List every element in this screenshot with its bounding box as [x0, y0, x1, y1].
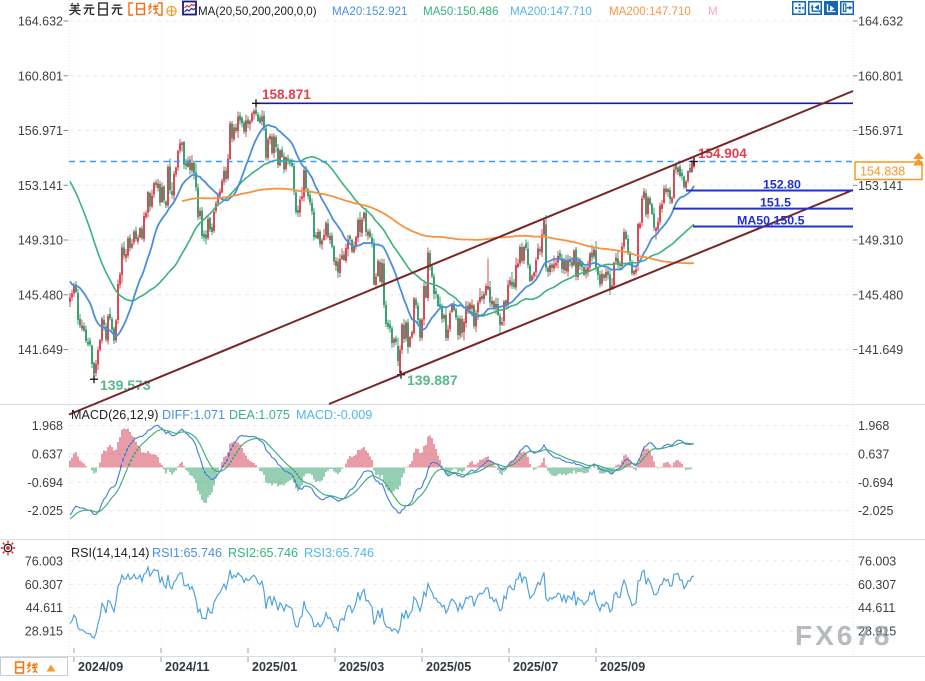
svg-text:160.801: 160.801	[858, 69, 903, 83]
svg-text:28.915: 28.915	[25, 625, 63, 639]
svg-text:1.968: 1.968	[858, 419, 889, 433]
svg-text:44.611: 44.611	[858, 601, 895, 615]
svg-text:158.871: 158.871	[262, 87, 311, 102]
svg-text:2025/05: 2025/05	[426, 660, 471, 674]
svg-text:RSI3:65.746: RSI3:65.746	[304, 546, 374, 560]
svg-text:MACD:-0.009: MACD:-0.009	[296, 408, 372, 422]
svg-text:164.632: 164.632	[858, 15, 903, 29]
svg-text:152.80: 152.80	[763, 178, 801, 192]
svg-text:MACD(26,12,9): MACD(26,12,9)	[71, 408, 159, 422]
svg-text:-0.694: -0.694	[28, 476, 63, 490]
svg-text:2025/07: 2025/07	[513, 660, 558, 674]
svg-text:153.141: 153.141	[18, 179, 63, 193]
svg-text:156.971: 156.971	[18, 124, 63, 138]
svg-text:28.915: 28.915	[858, 625, 896, 639]
svg-text:149.310: 149.310	[858, 234, 903, 248]
svg-text:149.310: 149.310	[18, 234, 63, 248]
svg-text:60.307: 60.307	[25, 578, 63, 592]
svg-text:2025/01: 2025/01	[252, 660, 297, 674]
svg-text:2025/03: 2025/03	[339, 660, 384, 674]
svg-text:MA50,150.5: MA50,150.5	[737, 214, 805, 228]
svg-text:2024/09: 2024/09	[78, 660, 123, 674]
svg-text:MA200:147.710: MA200:147.710	[510, 5, 592, 18]
svg-text:1.968: 1.968	[32, 419, 63, 433]
svg-text:-2.025: -2.025	[28, 504, 63, 518]
svg-text:76.003: 76.003	[25, 555, 63, 569]
svg-text:2025/09: 2025/09	[600, 660, 645, 674]
svg-text:DIFF:1.071: DIFF:1.071	[162, 408, 225, 422]
svg-text:MA(20,50,200,200,0,0): MA(20,50,200,200,0,0)	[198, 5, 317, 18]
svg-text:76.003: 76.003	[858, 555, 896, 569]
svg-text:145.480: 145.480	[858, 288, 903, 302]
svg-text:141.649: 141.649	[18, 343, 63, 357]
svg-text:156.971: 156.971	[858, 124, 903, 138]
svg-text:145.480: 145.480	[18, 288, 63, 302]
svg-text:-2.025: -2.025	[858, 504, 893, 518]
svg-text:RSI(14,14,14): RSI(14,14,14)	[71, 546, 149, 560]
svg-text:141.649: 141.649	[858, 343, 903, 357]
svg-text:154.904: 154.904	[698, 146, 747, 161]
svg-text:FX678: FX678	[795, 620, 893, 651]
svg-text:44.611: 44.611	[26, 601, 63, 615]
svg-text:0.637: 0.637	[32, 447, 63, 461]
svg-text:153.141: 153.141	[858, 179, 903, 193]
svg-text:RSI2:65.746: RSI2:65.746	[228, 546, 298, 560]
svg-text:164.632: 164.632	[18, 15, 63, 29]
svg-text:160.801: 160.801	[18, 69, 63, 83]
svg-text:2024/11: 2024/11	[165, 660, 210, 674]
svg-text:-0.694: -0.694	[858, 476, 893, 490]
svg-text:154.838: 154.838	[860, 165, 905, 179]
svg-text:0.637: 0.637	[858, 447, 889, 461]
svg-text:MA50:150.486: MA50:150.486	[423, 5, 498, 18]
svg-text:DEA:1.075: DEA:1.075	[229, 408, 290, 422]
svg-text:M: M	[708, 5, 718, 18]
svg-text:60.307: 60.307	[858, 578, 896, 592]
svg-text:151.5: 151.5	[760, 196, 791, 210]
svg-text:MA20:152.921: MA20:152.921	[332, 5, 407, 18]
svg-text:RSI1:65.746: RSI1:65.746	[152, 546, 222, 560]
svg-text:MA200:147.710: MA200:147.710	[609, 5, 691, 18]
svg-text:139.573: 139.573	[100, 377, 151, 393]
svg-text:139.887: 139.887	[407, 372, 458, 388]
